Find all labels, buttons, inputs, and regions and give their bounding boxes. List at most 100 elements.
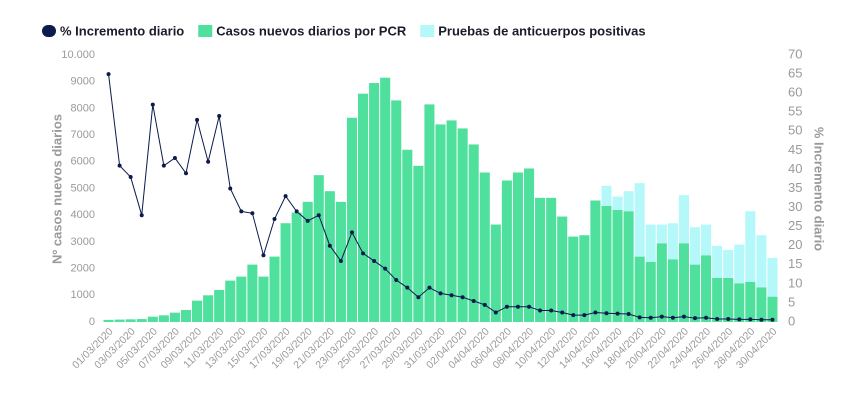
bar	[479, 172, 490, 322]
bar	[689, 227, 701, 265]
bar	[369, 83, 380, 322]
line-marker	[482, 302, 487, 307]
bar	[269, 256, 280, 322]
bar	[601, 185, 612, 206]
bar	[324, 191, 335, 322]
bar	[225, 280, 236, 322]
y2-tick-label: 25	[788, 218, 802, 233]
line-marker	[604, 311, 609, 316]
bar	[701, 255, 712, 322]
bar	[678, 195, 689, 244]
line-marker	[327, 243, 332, 248]
bar	[645, 224, 656, 262]
line-marker	[759, 317, 764, 322]
line-marker	[648, 315, 653, 320]
line-marker	[681, 314, 686, 319]
bar	[535, 197, 546, 322]
bar	[623, 191, 634, 212]
line-marker	[615, 311, 620, 316]
line-marker	[128, 175, 133, 180]
y2-tick-label: 30	[788, 199, 802, 214]
line-marker	[383, 266, 388, 271]
bar	[203, 295, 214, 322]
bar	[147, 316, 158, 322]
line-marker	[527, 304, 532, 309]
line-marker	[726, 316, 731, 321]
line-marker	[560, 310, 565, 315]
bar	[723, 277, 734, 322]
line-marker	[338, 258, 343, 263]
bar	[656, 243, 667, 322]
line-marker	[626, 311, 631, 316]
bar	[678, 243, 689, 322]
line-marker	[150, 102, 155, 107]
y2-tick-label: 40	[788, 161, 802, 176]
bar	[136, 319, 147, 322]
line-marker	[670, 315, 675, 320]
bar	[346, 117, 358, 323]
line-marker	[206, 159, 211, 164]
bar	[169, 312, 180, 322]
legend-label: Pruebas de anticuerpos positivas	[438, 23, 645, 38]
bar	[501, 180, 512, 322]
line-marker	[272, 217, 277, 222]
bar	[103, 319, 114, 322]
line-marker	[493, 310, 498, 315]
legend-label: % Incremento diario	[60, 23, 184, 38]
y-tick-label: 4000	[71, 209, 95, 221]
bar	[391, 100, 402, 322]
y-tick-label: 8000	[71, 102, 95, 114]
y-tick-label: 5000	[71, 182, 95, 194]
bar	[667, 223, 678, 260]
y2-axis-title: % Incremento diario	[812, 127, 827, 251]
bar	[468, 144, 479, 322]
bar	[413, 165, 424, 322]
line-marker	[183, 171, 188, 176]
bar	[302, 201, 313, 322]
bar	[358, 93, 369, 322]
y-axis-title: Nº casos nuevos diarios	[49, 114, 64, 264]
bar	[568, 236, 579, 322]
line-marker	[372, 258, 377, 263]
bar	[723, 249, 734, 278]
y2-tick-label: 10	[788, 275, 802, 290]
line-marker	[515, 304, 520, 309]
line-marker	[283, 194, 288, 199]
bar	[667, 259, 678, 322]
line-marker	[504, 304, 509, 309]
legend-swatch	[42, 25, 56, 37]
bar	[612, 209, 623, 322]
line-marker	[239, 209, 244, 214]
y2-tick-label: 70	[788, 46, 802, 61]
legend-label: Casos nuevos diarios por PCR	[216, 23, 407, 38]
line-marker	[416, 295, 421, 300]
line-marker	[394, 278, 399, 283]
y-tick-label: 1000	[71, 289, 95, 301]
bar	[590, 200, 601, 322]
y2-tick-label: 5	[788, 294, 795, 309]
y2-tick-label: 35	[788, 180, 802, 195]
legend-swatch	[198, 25, 213, 37]
y2-tick-label: 55	[788, 104, 802, 119]
bar	[734, 244, 745, 284]
bar	[512, 172, 523, 322]
y2-tick-label: 50	[788, 123, 802, 138]
bar	[546, 197, 557, 322]
line-marker	[737, 317, 742, 322]
bar	[557, 216, 568, 322]
bar	[756, 235, 767, 288]
bar	[645, 261, 656, 322]
line-marker	[316, 213, 321, 218]
bar	[446, 120, 457, 322]
y-tick-label: 0	[89, 316, 95, 328]
line-marker	[250, 211, 255, 216]
bar	[214, 289, 225, 322]
bar	[601, 205, 612, 322]
bar	[402, 149, 413, 322]
line-marker	[195, 117, 200, 122]
y2-tick-label: 60	[788, 85, 802, 100]
bar	[745, 211, 756, 282]
line-marker	[659, 314, 664, 319]
bar	[247, 264, 258, 322]
